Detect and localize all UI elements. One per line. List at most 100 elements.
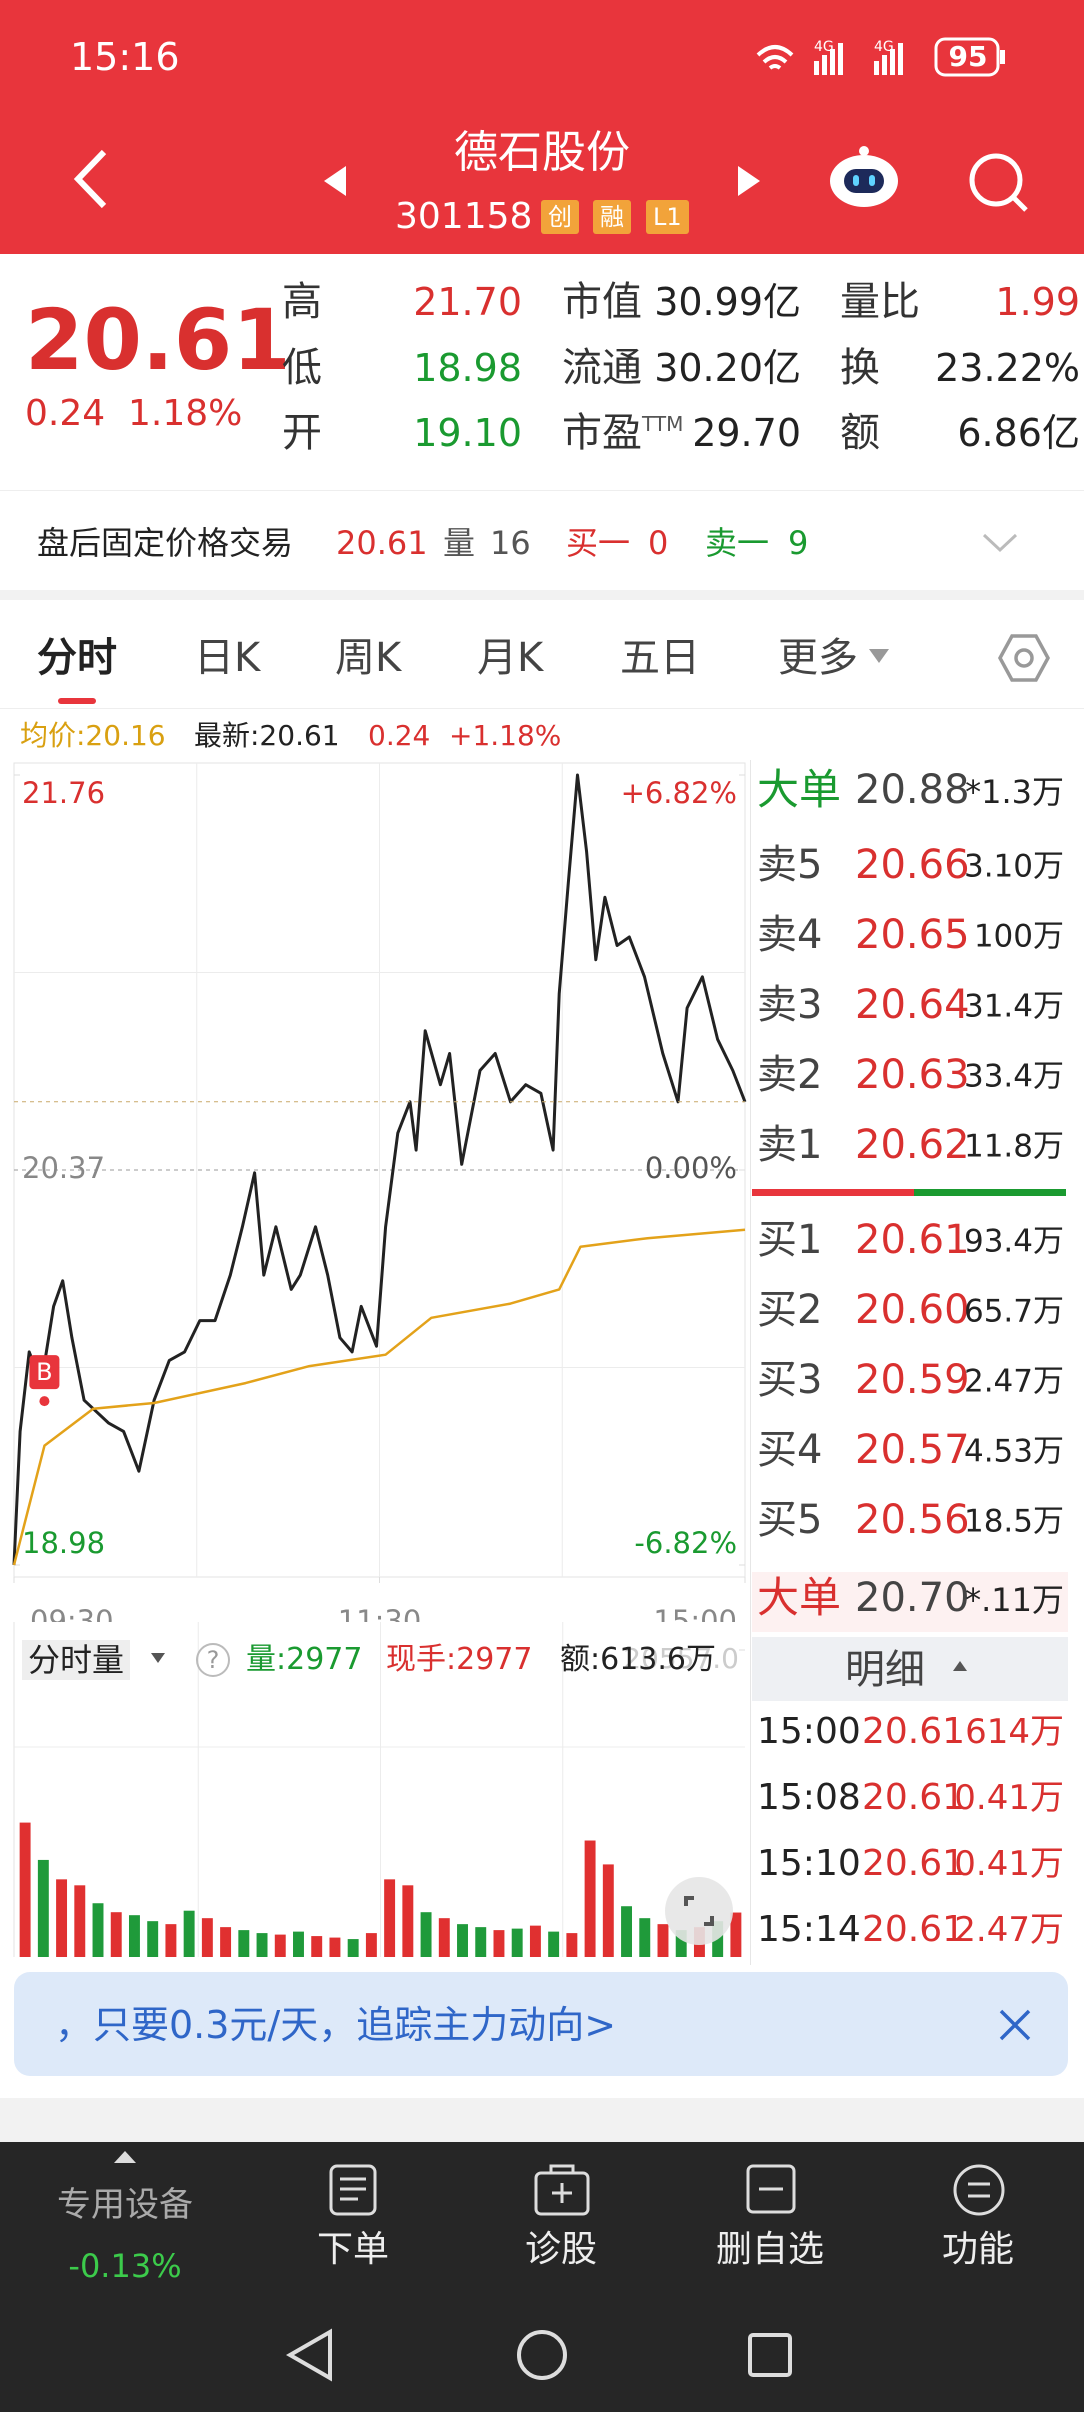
buy-marker: B: [36, 1358, 52, 1386]
detail-title[interactable]: 明细: [845, 1647, 925, 1693]
more-arrow: [869, 649, 889, 663]
tab[interactable]: 日K: [194, 635, 261, 681]
volume-bar: [639, 1918, 651, 1957]
volume-bar: [602, 1864, 614, 1957]
book-price: 20.64: [855, 982, 970, 1028]
stat-label: 换: [840, 345, 880, 391]
back-button[interactable]: [70, 148, 110, 210]
book-level: 卖1: [757, 1122, 823, 1168]
volume-bar: [493, 1930, 505, 1957]
book-level: 卖2: [757, 1052, 823, 1098]
book-price: 20.56: [855, 1497, 970, 1543]
volume-bar: [201, 1918, 213, 1957]
nav-recent[interactable]: [748, 2333, 792, 2377]
stat-label: 额: [840, 410, 880, 456]
svg-text:4G: 4G: [874, 39, 894, 55]
nav-item[interactable]: 诊股: [524, 2229, 598, 2270]
book-price: 20.66: [855, 842, 970, 888]
robot-button[interactable]: [826, 145, 902, 211]
latest-change: 0.24: [368, 719, 431, 752]
after-hours-vol: 16: [490, 524, 531, 562]
nav-home[interactable]: [517, 2330, 567, 2380]
big-order-vol: *.11万: [965, 1581, 1064, 1619]
tab[interactable]: 月K: [477, 635, 544, 681]
ad-close[interactable]: [998, 2008, 1032, 2042]
ratio-bar-sell: [914, 1189, 1066, 1196]
remove-icon[interactable]: [745, 2163, 797, 2215]
stock-name: 德石股份: [454, 127, 630, 178]
tab[interactable]: 更多: [778, 635, 858, 681]
diagnose-icon[interactable]: [533, 2163, 591, 2217]
book-price: 20.57: [855, 1427, 970, 1473]
function-icon[interactable]: [952, 2163, 1006, 2217]
volume-menu-arrow: [151, 1653, 165, 1663]
nav-item[interactable]: 删自选: [715, 2229, 825, 2270]
volume-bar: [19, 1822, 31, 1957]
volume-value: 量:2977: [246, 1642, 363, 1677]
big-order-label: 大单: [757, 1573, 842, 1622]
stat-label: 流通: [562, 345, 642, 391]
volume-bar: [238, 1930, 250, 1957]
expand-chevron[interactable]: [982, 532, 1018, 554]
device-label[interactable]: 专用设备: [57, 2185, 193, 2225]
trade-vol: 614万: [965, 1712, 1064, 1752]
y-tick-label: 20.37: [22, 1151, 105, 1185]
big-order-price: 20.88: [855, 767, 970, 813]
volume-bar: [621, 1906, 633, 1957]
order-icon[interactable]: [328, 2163, 378, 2217]
x-tick-label: 15:00: [653, 1604, 737, 1622]
y2-tick-label: -6.82%: [634, 1526, 737, 1560]
book-vol: 31.4万: [963, 988, 1064, 1025]
stat-label: 市值: [562, 279, 642, 325]
stat-label-sup: TTM: [642, 412, 684, 436]
stat-value: 18.98: [413, 346, 522, 390]
volume-bar: [165, 1924, 177, 1957]
nav-item[interactable]: 功能: [941, 2229, 1015, 2270]
latest-price: 最新:20.61: [194, 719, 340, 752]
volume-bar: [92, 1903, 104, 1957]
search-button[interactable]: [966, 150, 1032, 216]
book-level: 买1: [757, 1217, 823, 1263]
ad-text[interactable]: ，只要0.3元/天，追踪主力动向>: [55, 2003, 617, 2047]
trade-price: 20.61: [862, 1843, 966, 1884]
settings-button[interactable]: [998, 632, 1050, 684]
prev-stock[interactable]: [320, 164, 348, 198]
tab[interactable]: 分时: [37, 635, 117, 681]
next-stock[interactable]: [736, 164, 764, 198]
book-price: 20.65: [855, 912, 970, 958]
volume-title[interactable]: 分时量: [22, 1640, 131, 1680]
ad-banner[interactable]: [14, 1972, 1068, 2076]
book-level: 买3: [757, 1357, 823, 1403]
volume-bar: [347, 1939, 359, 1957]
volume-bar: [365, 1933, 377, 1957]
trade-price: 20.61: [862, 1909, 966, 1950]
y-tick-label: 21.76: [22, 776, 105, 810]
book-vol: 18.5万: [963, 1503, 1064, 1540]
buy-marker-dot: [39, 1396, 50, 1407]
y2-tick-label: 0.00%: [645, 1151, 737, 1185]
last-price: 20.61: [25, 291, 291, 389]
after-hours-label: 盘后固定价格交易: [37, 524, 294, 562]
price-line: [12, 773, 747, 1566]
volume-chart: 20557.0: [13, 1622, 745, 1957]
fullscreen-button[interactable]: [664, 1876, 734, 1946]
volume-bar: [657, 1924, 669, 1957]
volume-bar: [256, 1933, 268, 1957]
volume-bar: [56, 1879, 68, 1957]
nav-back[interactable]: [285, 2328, 332, 2382]
book-price: 20.59: [855, 1357, 970, 1403]
book-level: 买4: [757, 1427, 823, 1473]
help-icon[interactable]: ?: [196, 1643, 230, 1677]
tab[interactable]: 周K: [335, 635, 402, 681]
section-gap: [0, 2098, 1084, 2142]
volume-bar: [475, 1927, 487, 1957]
battery-level: 95: [948, 40, 988, 73]
bottom-bar: [0, 2142, 1084, 2412]
trade-time: 15:14: [757, 1909, 861, 1950]
status-time: 15:16: [70, 35, 180, 79]
volume-bar: [110, 1912, 122, 1957]
tab[interactable]: 五日: [620, 635, 700, 681]
volume-bar: [402, 1885, 414, 1957]
nav-item[interactable]: 下单: [316, 2229, 390, 2270]
